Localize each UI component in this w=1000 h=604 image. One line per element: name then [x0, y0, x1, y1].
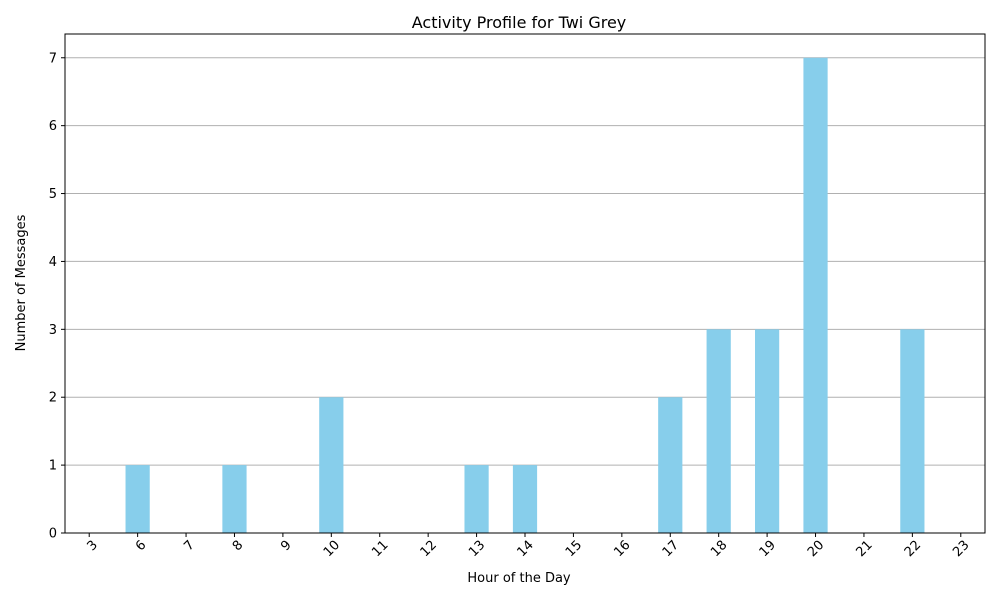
- x-axis-label: Hour of the Day: [467, 571, 571, 586]
- x-tick-label: 3: [85, 538, 101, 554]
- bar-hour-13: [464, 465, 489, 533]
- y-tick-label: 1: [49, 459, 57, 474]
- x-tick-label: 11: [369, 538, 391, 560]
- x-tick-label: 19: [757, 538, 779, 560]
- bar-hour-20: [803, 57, 828, 534]
- bar-hour-18: [706, 329, 731, 533]
- x-tick-label: 8: [230, 538, 246, 554]
- x-tick-label: 22: [902, 538, 924, 560]
- x-tick-label: 13: [466, 538, 488, 560]
- bar-hour-17: [658, 397, 683, 533]
- bar-hour-6: [125, 465, 150, 533]
- x-tick-label: 9: [278, 538, 294, 554]
- x-tick-label: 15: [563, 538, 585, 560]
- x-tick-label: 10: [321, 538, 343, 560]
- y-axis: 0 1 2 3 4 5 6 7: [49, 51, 65, 542]
- bar-hour-8: [222, 465, 247, 533]
- y-tick-label: 2: [49, 391, 57, 406]
- x-tick-label: 23: [950, 538, 972, 560]
- y-tick-label: 4: [49, 255, 57, 270]
- y-tick-label: 7: [49, 51, 57, 66]
- bar-hour-14: [512, 465, 538, 533]
- x-tick-label: 12: [418, 538, 440, 560]
- plot-frame: [64, 33, 986, 534]
- x-tick-label: 14: [514, 538, 536, 560]
- y-tick-label: 5: [49, 187, 57, 202]
- x-axis: 3 6 7 8 9 10 11 12 13 14 15 16 17 18 19 20 21 22 23: [85, 533, 973, 560]
- bar-hour-19: [755, 329, 780, 533]
- y-axis-label: Number of Messages: [14, 214, 29, 351]
- x-tick-label: 7: [181, 538, 197, 554]
- x-tick-label: 16: [611, 538, 633, 560]
- x-tick-label: 21: [853, 538, 875, 560]
- y-tick-label: 0: [49, 527, 57, 542]
- bar-hour-10: [319, 397, 344, 533]
- y-tick-label: 6: [49, 119, 57, 134]
- bar-hour-22: [900, 329, 925, 533]
- x-tick-label: 17: [660, 538, 682, 560]
- x-tick-label: 20: [805, 538, 827, 560]
- x-tick-label: 6: [133, 538, 149, 554]
- bars-layer: [125, 57, 925, 534]
- chart-title: Activity Profile for Twi Grey: [412, 13, 627, 32]
- grid-layer: [65, 57, 985, 534]
- x-tick-label: 18: [708, 538, 730, 560]
- y-tick-label: 3: [49, 323, 57, 338]
